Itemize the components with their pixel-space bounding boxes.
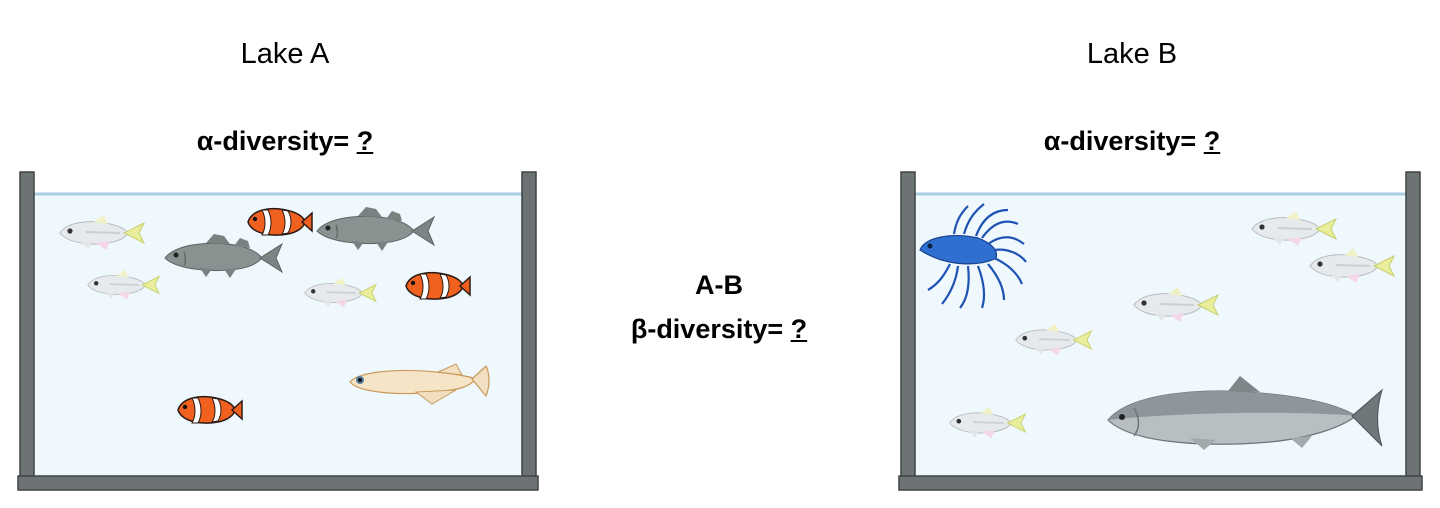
tank-base — [898, 475, 1423, 491]
alpha-label: α-diversity= — [196, 126, 350, 156]
tank-a — [17, 171, 539, 491]
alpha-value: ? — [1203, 126, 1221, 156]
lake-b-alpha-diversity: α-diversity= ? — [932, 126, 1332, 157]
lake-a-title: Lake A — [240, 38, 330, 70]
tank-wall-right — [1405, 171, 1421, 479]
tank-wall-right — [521, 171, 537, 479]
tank-b — [898, 171, 1423, 491]
tank-wall-left — [900, 171, 916, 479]
alpha-value: ? — [356, 126, 374, 156]
beta-pair-label: A-B — [695, 270, 743, 300]
lake-a-alpha-diversity: α-diversity= ? — [85, 126, 485, 157]
lake-b-title: Lake B — [1086, 38, 1178, 70]
beta-label: β-diversity= — [630, 314, 784, 344]
beta-value: ? — [790, 314, 808, 344]
beta-diversity: β-diversity= ? — [519, 307, 919, 351]
tank-wall-left — [19, 171, 35, 479]
alpha-label: α-diversity= — [1043, 126, 1197, 156]
tank-base — [17, 475, 539, 491]
